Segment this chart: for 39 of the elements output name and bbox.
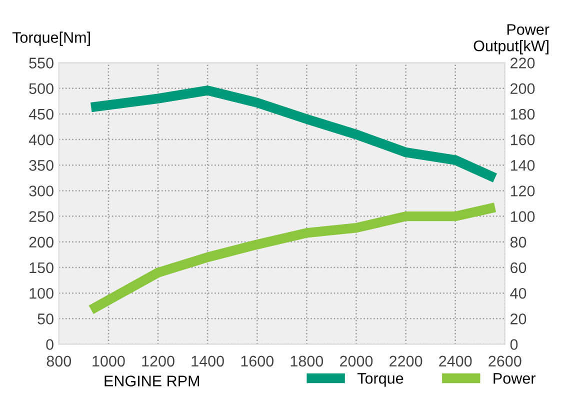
x-tick-label: 2400	[439, 356, 472, 367]
y2-tick-label: 0	[510, 339, 518, 350]
y2-axis-title: Power Output[kW]	[474, 24, 550, 54]
x-tick-label: 1000	[92, 356, 125, 367]
y2-tick-label: 100	[510, 211, 535, 222]
y2-tick-label: 220	[510, 58, 535, 68]
y-tick-label: 400	[28, 134, 54, 146]
y-tick-label: 200	[29, 236, 54, 248]
y-tick-label: 150	[30, 262, 54, 274]
y-tick-label: 250	[29, 211, 54, 222]
x-tick-label: 1600	[241, 356, 274, 367]
y2-tick-label: 60	[510, 262, 526, 274]
y2-tick-label: 120	[510, 186, 535, 196]
y2-tick-label: 180	[510, 108, 535, 120]
legend-label: Power	[494, 373, 536, 384]
x-axis-title: ENGINE RPM	[104, 376, 200, 386]
x-tick-label: 2600	[488, 356, 522, 367]
y2-tick-label: 20	[510, 314, 526, 324]
y-tick-label: 0	[46, 339, 54, 350]
y-tick-label: 450	[28, 108, 54, 120]
legend-label: Torque	[357, 373, 404, 387]
x-tick-label: 1400	[192, 356, 224, 367]
y2-tick-label: 40	[510, 288, 526, 299]
y-tick-label: 350	[29, 160, 54, 171]
x-tick-label: 1800	[290, 356, 324, 367]
x-tick-label: 1200	[142, 356, 174, 367]
y-tick-label: 550	[29, 58, 54, 68]
y-tick-label: 300	[29, 186, 54, 196]
x-tick-label: 2200	[390, 356, 422, 367]
y-axis-title: Torque[Nm]	[12, 32, 90, 46]
y2-tick-label: 80	[510, 236, 526, 248]
y2-tick-label: 140	[510, 160, 535, 171]
x-tick-label: 2000	[340, 356, 373, 367]
x-tick-label: 800	[46, 356, 72, 367]
y-tick-label: 50	[38, 314, 54, 324]
y2-tick-label: 160	[510, 134, 535, 146]
y2-tick-label: 200	[510, 83, 535, 94]
y-tick-label: 500	[29, 83, 54, 94]
y-tick-label: 100	[30, 288, 54, 299]
